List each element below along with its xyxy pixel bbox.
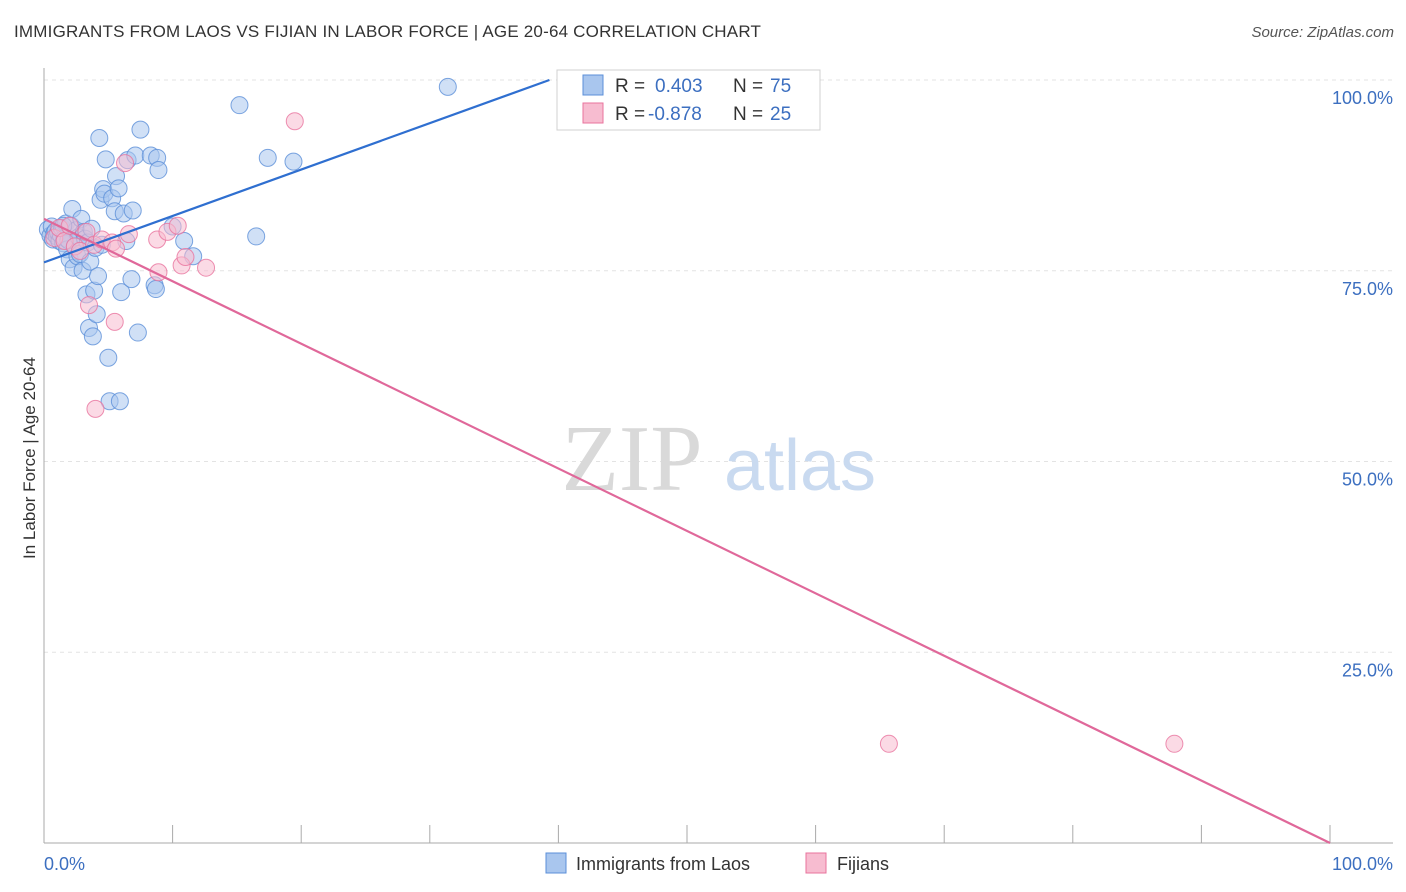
point-laos-70	[247, 227, 266, 246]
series-legend-label-laos: Immigrants from Laos	[576, 854, 750, 874]
y-tick-label-1: 75.0%	[1342, 279, 1393, 299]
legend-r-label-laos: R =	[615, 76, 645, 97]
point-laos-38	[89, 267, 108, 286]
legend-n-label-fijians: N =	[733, 104, 763, 125]
tick-labels: 100.0% 75.0% 50.0% 25.0% 0.0% 100.0%	[44, 88, 1393, 874]
legend-n-label-laos: N =	[733, 76, 763, 97]
series-legend-label-fijians: Fijians	[837, 854, 889, 874]
point-fijians-19	[168, 216, 187, 235]
legend-r-label-fijians: R =	[615, 104, 645, 125]
point-laos-60	[131, 120, 150, 139]
watermark-atlas: atlas	[724, 426, 876, 506]
point-laos-39	[90, 128, 109, 147]
point-fijians-25	[1165, 734, 1184, 753]
correlation-legend: R = 0.403 N = 75 R = -0.878 N = 25	[556, 69, 821, 131]
legend-swatch-laos	[582, 74, 604, 96]
point-laos-52	[112, 283, 131, 302]
point-fijians-21	[176, 248, 195, 267]
point-laos-63	[146, 280, 165, 299]
x-tick-label-0: 0.0%	[44, 854, 85, 874]
point-laos-56	[122, 270, 141, 289]
legend-r-value-laos: 0.403	[655, 76, 703, 97]
point-laos-71	[258, 148, 277, 167]
watermark-zip: ZIP	[562, 407, 703, 511]
legend-n-value-fijians: 25	[770, 104, 791, 125]
point-laos-67	[175, 231, 194, 250]
point-fijians-12	[105, 312, 124, 331]
legend-r-value-fijians: -0.878	[648, 104, 702, 125]
trend-line-laos	[43, 78, 550, 264]
series-legend-swatch-laos	[545, 852, 567, 874]
y-tick-label-3: 25.0%	[1342, 660, 1393, 680]
y-tick-label-2: 50.0%	[1342, 470, 1393, 490]
point-laos-51	[110, 392, 129, 411]
point-laos-72	[284, 152, 303, 171]
legend-swatch-fijians	[582, 102, 604, 124]
axes	[43, 68, 1393, 844]
point-laos-44	[96, 150, 115, 169]
point-fijians-9	[86, 399, 105, 418]
point-fijians-24	[879, 734, 898, 753]
point-laos-69	[230, 96, 249, 115]
trend-lines	[43, 78, 1331, 844]
data-points	[38, 77, 1184, 753]
point-fijians-22	[197, 258, 216, 277]
point-laos-57	[123, 201, 142, 220]
point-laos-34	[83, 327, 102, 346]
point-fijians-7	[80, 296, 99, 315]
grid-lines	[44, 79, 1392, 653]
point-laos-65	[149, 161, 168, 180]
point-laos-59	[128, 323, 147, 342]
series-legend: Immigrants from Laos Fijians	[545, 852, 889, 874]
y-axis-label: In Labor Force | Age 20-64	[20, 357, 39, 559]
legend-n-value-laos: 75	[770, 76, 791, 97]
chart-title: IMMIGRANTS FROM LAOS VS FIJIAN IN LABOR …	[14, 22, 762, 41]
point-laos-50	[109, 179, 128, 198]
point-fijians-14	[116, 154, 135, 173]
x-tick-label-1: 100.0%	[1332, 854, 1393, 874]
trend-line-fijians	[43, 217, 1331, 844]
y-tick-label-0: 100.0%	[1332, 88, 1393, 108]
chart-source: Source: ZipAtlas.com	[1251, 24, 1394, 41]
point-laos-45	[99, 348, 118, 367]
series-legend-swatch-fijians	[805, 852, 827, 874]
point-fijians-23	[285, 112, 304, 131]
point-laos-73	[438, 77, 457, 96]
